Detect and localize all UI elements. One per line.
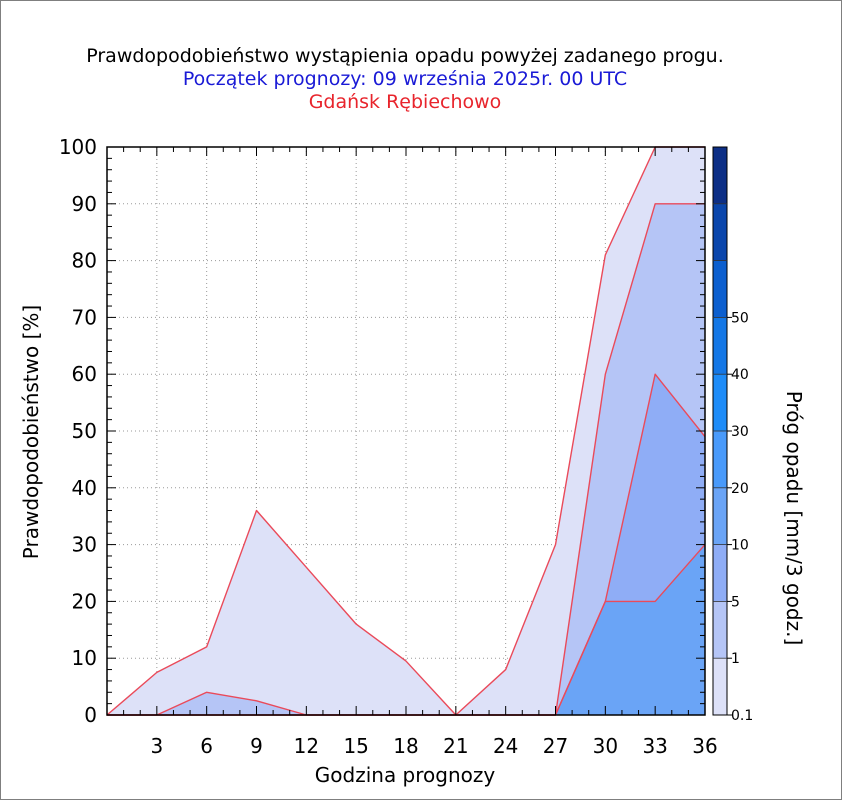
y-axis-label: Prawdopodobieństwo [%]	[19, 305, 43, 559]
x-tick-label: 21	[443, 734, 468, 758]
colorbar-segment	[713, 203, 727, 261]
y-tick-label: 40	[72, 476, 97, 500]
x-tick-label: 15	[343, 734, 368, 758]
colorbar-tick-label: 20	[731, 481, 749, 497]
y-tick-label: 60	[72, 362, 97, 386]
y-tick-label: 10	[72, 646, 97, 670]
colorbar-tick-label: 5	[731, 594, 740, 610]
colorbar-tick-label: 0.1	[731, 708, 753, 724]
colorbar-segment	[713, 658, 727, 715]
y-tick-label: 100	[59, 135, 97, 159]
y-tick-label: 30	[72, 533, 97, 557]
x-axis-label: Godzina prognozy	[315, 763, 496, 787]
colorbar-segment	[713, 147, 727, 204]
area-series-10	[107, 544, 705, 715]
chart-location: Gdańsk Rębiechowo	[309, 91, 502, 113]
chart-title: Prawdopodobieństwo wystąpienia opadu pow…	[86, 45, 724, 67]
colorbar-segment	[713, 601, 727, 659]
line-series-0.1	[106, 146, 705, 716]
chart-subtitle: Początek prognozy: 09 września 2025r. 00…	[183, 68, 627, 90]
colorbar-segment	[713, 374, 727, 431]
x-tick-label: 3	[150, 734, 163, 758]
x-tick-label: 30	[593, 734, 618, 758]
colorbar-tick-label: 40	[731, 367, 749, 383]
plot-area: 3 6 9 12 15 18 21 24 27 30 33 360102030405060708090…	[59, 135, 718, 758]
colorbar-tick-label: 30	[731, 424, 749, 440]
colorbar-tick-label: 1	[731, 651, 740, 667]
y-tick-label: 50	[72, 419, 97, 443]
y-tick-label: 0	[84, 703, 97, 727]
colorbar-segment	[713, 487, 727, 545]
colorbar: 0.1 1 5 10 20 30 40 50	[712, 146, 753, 724]
x-tick-label: 24	[493, 734, 518, 758]
x-tick-label: 9	[250, 734, 263, 758]
x-tick-label: 12	[294, 734, 319, 758]
y-tick-label: 20	[72, 589, 97, 613]
colorbar-segment	[713, 317, 727, 375]
area-series-0.1	[107, 147, 705, 715]
x-tick-label: 6	[200, 734, 213, 758]
x-tick-label: 18	[393, 734, 418, 758]
colorbar-label: Próg opadu [mm/3 godz.]	[782, 391, 806, 646]
x-tick-label: 27	[543, 734, 568, 758]
x-tick-label: 33	[642, 734, 667, 758]
colorbar-tick-label: 10	[731, 538, 749, 554]
colorbar-segment	[713, 260, 727, 318]
colorbar-tick-label: 50	[731, 310, 749, 326]
x-tick-label: 36	[692, 734, 717, 758]
y-tick-label: 80	[72, 249, 97, 273]
colorbar-segment	[713, 544, 727, 602]
y-tick-label: 70	[72, 305, 97, 329]
colorbar-segment	[713, 431, 727, 488]
y-tick-label: 90	[72, 192, 97, 216]
